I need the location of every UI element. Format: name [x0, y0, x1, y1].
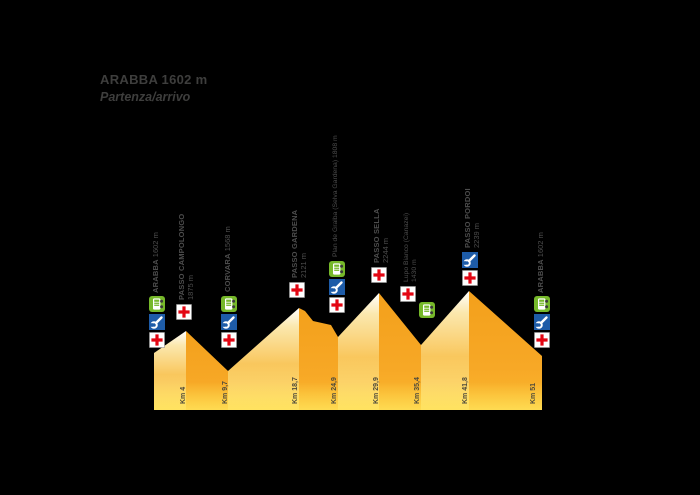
first-aid-icon: [534, 332, 550, 348]
profile-segment-descent-arabba: [469, 291, 542, 410]
location-label-arabba-finish: ARABBA 1602 m: [536, 232, 545, 293]
location-label-arabba-start: ARABBA 1602 m: [151, 232, 160, 293]
profile-segment-climb-sella: [338, 293, 379, 410]
profile-base-glow: [154, 382, 542, 410]
first-aid-icon: [371, 267, 387, 283]
km-marker: Km 35,4: [414, 377, 421, 404]
location-label-gardena: PASSO GARDENA 2121 m: [290, 209, 308, 278]
title-place-altitude: ARABBA 1602 m: [100, 72, 208, 87]
bus-icon: [149, 296, 165, 312]
first-aid-icon: [462, 270, 478, 286]
location-label-pordoi: PASSO PORDOI 2239 m: [463, 188, 481, 248]
profile-faces: [154, 291, 542, 410]
first-aid-icon: [329, 297, 345, 313]
location-label-lupobianco: Lupo Bianco (Canazei) 1430 m: [403, 212, 418, 282]
title-start-finish: Partenza/arrivo: [100, 89, 191, 104]
first-aid-icon: [176, 304, 192, 320]
first-aid-icon: [149, 332, 165, 348]
first-aid-icon: [400, 286, 416, 302]
location-label-campolongo: PASSO CAMPOLONGO 1875 m: [177, 213, 195, 300]
km-marker: Km 51: [530, 382, 537, 404]
wrench-icon: [329, 279, 345, 295]
location-label-plandegralba: Plan de Gralba (Selva Gardena) 1808 m: [332, 135, 339, 257]
wrench-icon: [534, 314, 550, 330]
first-aid-icon: [221, 332, 237, 348]
wrench-icon: [149, 314, 165, 330]
bus-icon: [329, 261, 345, 277]
bus-icon: [534, 296, 550, 312]
km-marker: Km 4: [180, 386, 187, 404]
bus-icon: [419, 302, 435, 318]
km-marker: Km 41,8: [462, 377, 469, 404]
km-marker: Km 24,9: [331, 377, 338, 404]
first-aid-icon: [289, 282, 305, 298]
location-label-sella: PASSO SELLA 2244 m: [372, 208, 390, 263]
wrench-icon: [221, 314, 237, 330]
profile-segment-climb-pordoi: [421, 291, 469, 410]
wrench-icon: [462, 252, 478, 268]
page-title: ARABBA 1602 m Partenza/arrivo: [100, 71, 207, 105]
bus-icon: [221, 296, 237, 312]
km-marker: Km 18,7: [292, 377, 299, 404]
profile-segment-descent-lupobianco: [379, 293, 421, 410]
location-label-corvara: CORVARA 1568 m: [223, 226, 232, 292]
km-marker: Km 9,7: [222, 381, 229, 404]
km-marker: Km 29,9: [373, 377, 380, 404]
